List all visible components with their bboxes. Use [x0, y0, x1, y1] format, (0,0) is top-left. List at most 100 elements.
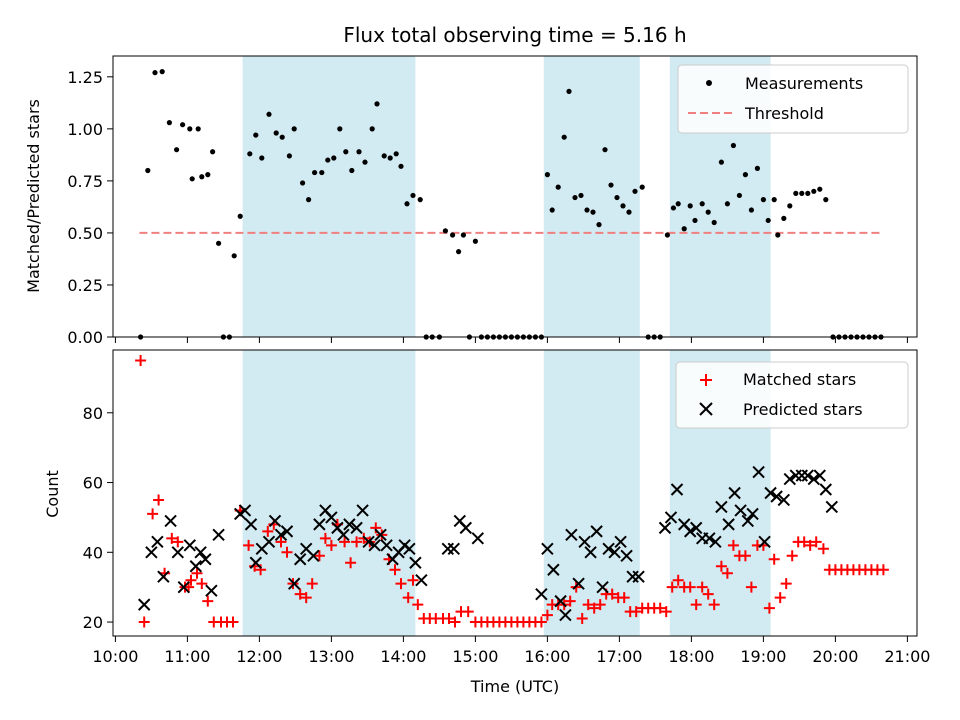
- top-series-0-point-49: [442, 228, 448, 234]
- bottom-series-0-point-122: [877, 564, 889, 576]
- top-series-0-point-50: [450, 232, 456, 238]
- bottom-series-0-point-31: [325, 539, 337, 551]
- x-tick-label-11: 21:00: [884, 647, 930, 666]
- top-series-0-point-104: [771, 197, 777, 203]
- bottom-series-1-point-58: [590, 525, 603, 538]
- bottom-series-0-point-42: [395, 578, 407, 590]
- top-series-0-point-97: [730, 142, 737, 149]
- bottom-series-0-point-106: [780, 578, 792, 590]
- bottom-series-0-point-65: [535, 616, 547, 628]
- bottom-series-1-point-35: [368, 539, 381, 552]
- legend-predicted-label: Predicted stars: [743, 400, 863, 419]
- bottom-series-1-point-54: [565, 528, 578, 542]
- top-series-0-point-40: [387, 155, 393, 161]
- top-series-0-point-69: [561, 134, 567, 140]
- top-series-0-point-100: [748, 207, 755, 213]
- x-tick-label-0: 10:00: [92, 647, 138, 666]
- bottom-series-0-point-81: [630, 606, 642, 618]
- bottom-series-0-point-73: [582, 599, 594, 611]
- top-series-0-point-9: [195, 126, 201, 132]
- bottom-series-1-point-78: [734, 504, 747, 517]
- bottom-y-tick-label-1: 40: [83, 543, 103, 562]
- top-series-0-point-105: [775, 232, 781, 238]
- bottom-series-1-point-14: [238, 504, 252, 517]
- bottom-series-1-point-47: [459, 521, 473, 535]
- legend-measurements-label: Measurements: [745, 74, 863, 93]
- bottom-series-1-point-5: [171, 546, 185, 559]
- bottom-series-1-point-68: [670, 483, 684, 496]
- top-series-0-point-18: [247, 151, 253, 157]
- top-series-0-point-67: [549, 207, 555, 213]
- bottom-y-tick-label-0: 20: [83, 613, 103, 632]
- bottom-series-1-point-45: [447, 542, 461, 556]
- top-series-0-point-24: [286, 153, 292, 159]
- top-series-0-point-102: [760, 197, 767, 203]
- top-series-0-point-91: [692, 217, 698, 224]
- bottom-series-1-point-84: [770, 490, 783, 503]
- top-series-0-point-10: [199, 174, 205, 180]
- top-series-0-point-27: [306, 197, 312, 203]
- bottom-series-1-point-33: [356, 504, 369, 517]
- top-series-0-point-75: [596, 222, 602, 228]
- bottom-series-0-point-72: [576, 613, 588, 625]
- bottom-series-1-point-18: [262, 535, 276, 549]
- top-series-0-point-106: [781, 215, 787, 221]
- top-series-0-point-4: [166, 120, 172, 126]
- bottom-series-1-point-23: [293, 553, 307, 566]
- bottom-series-0-point-1: [138, 616, 150, 628]
- bottom-series-0-point-110: [804, 539, 816, 551]
- top-series-0-point-107: [787, 203, 793, 209]
- top-series-0-point-96: [724, 201, 731, 207]
- top-series-0-point-20: [259, 155, 265, 161]
- top-series-0-point-12: [210, 149, 216, 155]
- top-series-0-point-98: [736, 192, 743, 199]
- bottom-series-0-point-79: [618, 592, 630, 604]
- top-legend: Measurements Threshold: [677, 64, 909, 134]
- bottom-series-0-point-6: [172, 536, 184, 548]
- bottom-series-0-point-16: [227, 616, 239, 628]
- bottom-series-1-point-61: [608, 546, 621, 559]
- bottom-shaded-interval-1: [543, 350, 640, 636]
- bottom-series-1-point-32: [350, 521, 363, 535]
- bottom-series-1-point-25: [307, 549, 320, 562]
- bottom-series-1-point-49: [535, 587, 548, 601]
- bottom-series-0-point-24: [281, 546, 293, 558]
- bottom-series-0-point-29: [313, 550, 325, 562]
- top-series-0-point-17: [237, 213, 243, 219]
- bottom-series-1-point-37: [380, 539, 393, 552]
- bottom-series-1-point-52: [554, 594, 567, 608]
- top-series-0-point-73: [584, 207, 590, 213]
- bottom-series-1-point-92: [819, 483, 833, 496]
- bottom-series-1-point-34: [362, 535, 375, 549]
- top-series-0-point-79: [620, 203, 626, 209]
- chart-title: Flux total observing time = 5.16 h: [343, 23, 686, 47]
- bottom-series-1-point-7: [183, 539, 197, 552]
- bottom-series-0-point-28: [306, 578, 318, 590]
- top-series-0-point-110: [805, 190, 811, 196]
- bottom-series-0-point-53: [462, 606, 474, 618]
- top-series-0-point-35: [356, 149, 362, 155]
- bottom-series-1-point-26: [313, 518, 326, 531]
- top-series-0-point-76: [602, 147, 608, 153]
- top-series-0-point-13: [216, 240, 222, 246]
- top-y-tick-label-1: 0.25: [67, 276, 103, 295]
- x-tick-label-8: 18:00: [668, 647, 714, 666]
- bottom-series-0-point-11: [196, 578, 208, 590]
- top-series-0-point-112: [817, 186, 823, 192]
- bottom-series-0-point-85: [654, 602, 666, 614]
- x-tick-label-9: 19:00: [740, 647, 786, 666]
- legend-matched-marker: [700, 374, 712, 386]
- bottom-series-1-point-8: [189, 560, 203, 573]
- bottom-series-0-point-107: [786, 550, 798, 562]
- top-series-0-point-51: [456, 249, 462, 255]
- legend-matched-label: Matched stars: [743, 370, 856, 389]
- top-series-0-point-36: [362, 159, 368, 165]
- x-axis-label: Time (UTC): [470, 677, 559, 696]
- bottom-series-1-point-22: [287, 577, 301, 590]
- bottom-series-0-point-99: [739, 550, 751, 562]
- bottom-series-1-point-77: [728, 486, 741, 500]
- bottom-series-1-point-11: [205, 584, 218, 597]
- bottom-series-1-point-41: [403, 542, 416, 556]
- bottom-series-1-point-91: [813, 469, 827, 482]
- top-y-axis-label: Matched/Predicted stars: [24, 99, 43, 293]
